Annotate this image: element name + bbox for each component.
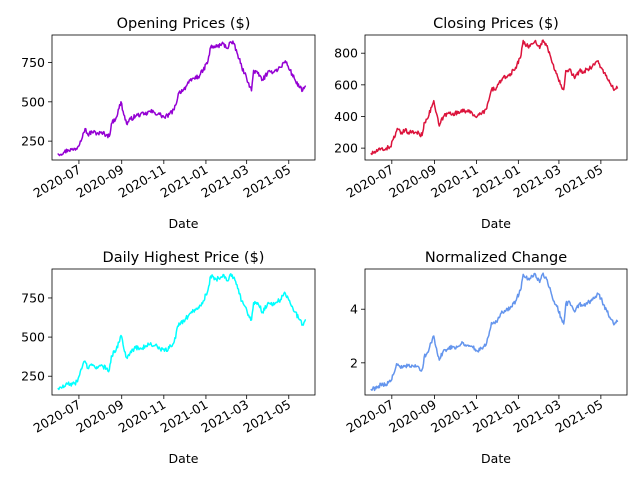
series-line [370,272,619,392]
y-tick-label: 400 [334,109,358,124]
x-axis-label: Date [169,216,199,231]
y-tick-label: 4 [350,302,358,317]
y-tick-label: 750 [21,290,45,305]
axes-frame [51,268,316,396]
chart-title: Closing Prices ($) [433,16,559,32]
series-line [57,40,307,157]
axes-frame [364,34,628,161]
y-tick-label: 2 [350,355,358,370]
x-axis-label: Date [169,451,199,466]
series-line [370,39,619,156]
chart-title: Normalized Change [425,250,567,266]
y-tick-label: 750 [21,55,45,70]
x-axis-label: Date [481,451,511,466]
y-tick-label: 800 [334,46,358,61]
chart-title: Opening Prices ($) [117,16,251,32]
series-line [57,273,307,391]
y-tick-label: 500 [21,94,45,109]
axes-frame [51,34,316,161]
axes-frame [364,268,628,396]
x-axis-label: Date [481,216,511,231]
y-tick-label: 250 [21,369,45,384]
y-tick-label: 600 [334,77,358,92]
chart-title: Daily Highest Price ($) [103,250,265,266]
y-tick-label: 500 [21,330,45,345]
y-tick-label: 250 [21,134,45,149]
y-tick-label: 200 [334,141,358,156]
